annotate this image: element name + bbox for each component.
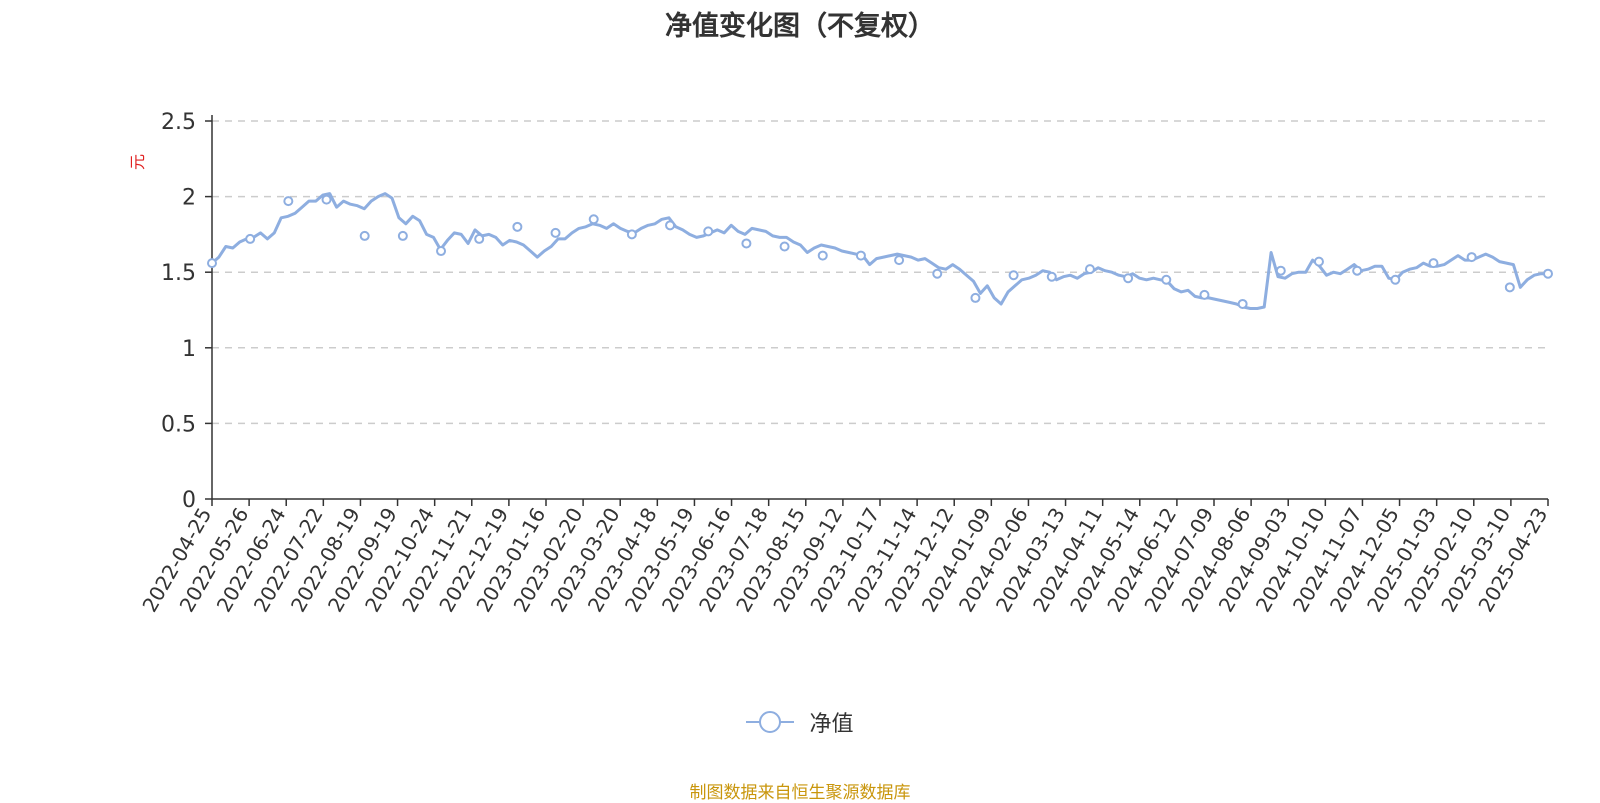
data-point-marker — [207, 258, 217, 269]
y-tick-label: 0 — [182, 488, 196, 513]
data-point-marker — [1504, 282, 1515, 293]
chart-title: 净值变化图（不复权） — [665, 11, 935, 42]
data-point-marker — [894, 255, 905, 266]
data-point-marker — [397, 230, 408, 241]
y-tick-label: 0.5 — [161, 412, 196, 437]
data-point-marker — [779, 241, 790, 252]
data-point-marker — [283, 196, 294, 207]
data-point-marker — [512, 221, 523, 232]
data-point-marker — [1123, 273, 1134, 284]
data-point-marker — [817, 250, 828, 261]
y-tick-label: 2 — [182, 186, 196, 211]
data-point-marker — [1390, 274, 1401, 285]
data-point-marker — [1313, 256, 1324, 267]
data-point-marker — [1428, 258, 1439, 269]
y-tick-label: 1 — [182, 337, 196, 362]
data-point-marker — [1008, 270, 1019, 281]
data-point-marker — [1237, 298, 1248, 309]
source-note: 制图数据来自恒生聚源数据库 — [689, 783, 911, 803]
data-point-marker — [1084, 264, 1095, 275]
data-point-marker — [245, 233, 256, 244]
data-point-marker — [359, 230, 370, 241]
data-point-marker — [1466, 252, 1477, 263]
data-point-marker — [436, 246, 447, 257]
y-tick-labels: 0 0.5 1 1.5 2 2.5 — [161, 110, 196, 513]
data-point-marker — [550, 227, 561, 238]
axes — [205, 115, 1549, 506]
legend[interactable]: 净值 — [0, 706, 1600, 738]
data-point-marker — [1199, 289, 1210, 300]
y-axis-label: 元 — [128, 154, 147, 170]
series-lines — [211, 192, 1548, 310]
data-point-marker — [1046, 271, 1057, 282]
data-point-marker — [1543, 268, 1553, 279]
data-point-marker — [474, 233, 485, 244]
data-point-marker — [626, 229, 637, 240]
legend-label: 净值 — [809, 712, 854, 737]
data-point-marker — [970, 292, 981, 303]
data-point-marker — [1352, 265, 1363, 276]
data-point-marker — [741, 238, 752, 249]
data-point-marker — [932, 268, 943, 279]
data-point-marker — [321, 194, 332, 205]
y-tick-label: 2.5 — [161, 110, 196, 135]
data-point-marker — [855, 250, 866, 261]
series-markers — [207, 194, 1553, 309]
legend-line-circle-icon — [746, 711, 795, 733]
data-point-marker — [1161, 274, 1172, 285]
data-point-marker — [588, 214, 599, 225]
data-point-marker — [665, 220, 676, 231]
series-line-net-value — [211, 192, 1548, 310]
data-point-marker — [703, 226, 714, 237]
grid-lines — [212, 120, 1548, 425]
data-point-marker — [1275, 265, 1286, 276]
y-tick-label: 1.5 — [161, 261, 196, 286]
x-tick-labels: 2022-04-252022-05-262022-06-242022-07-22… — [137, 503, 1552, 616]
